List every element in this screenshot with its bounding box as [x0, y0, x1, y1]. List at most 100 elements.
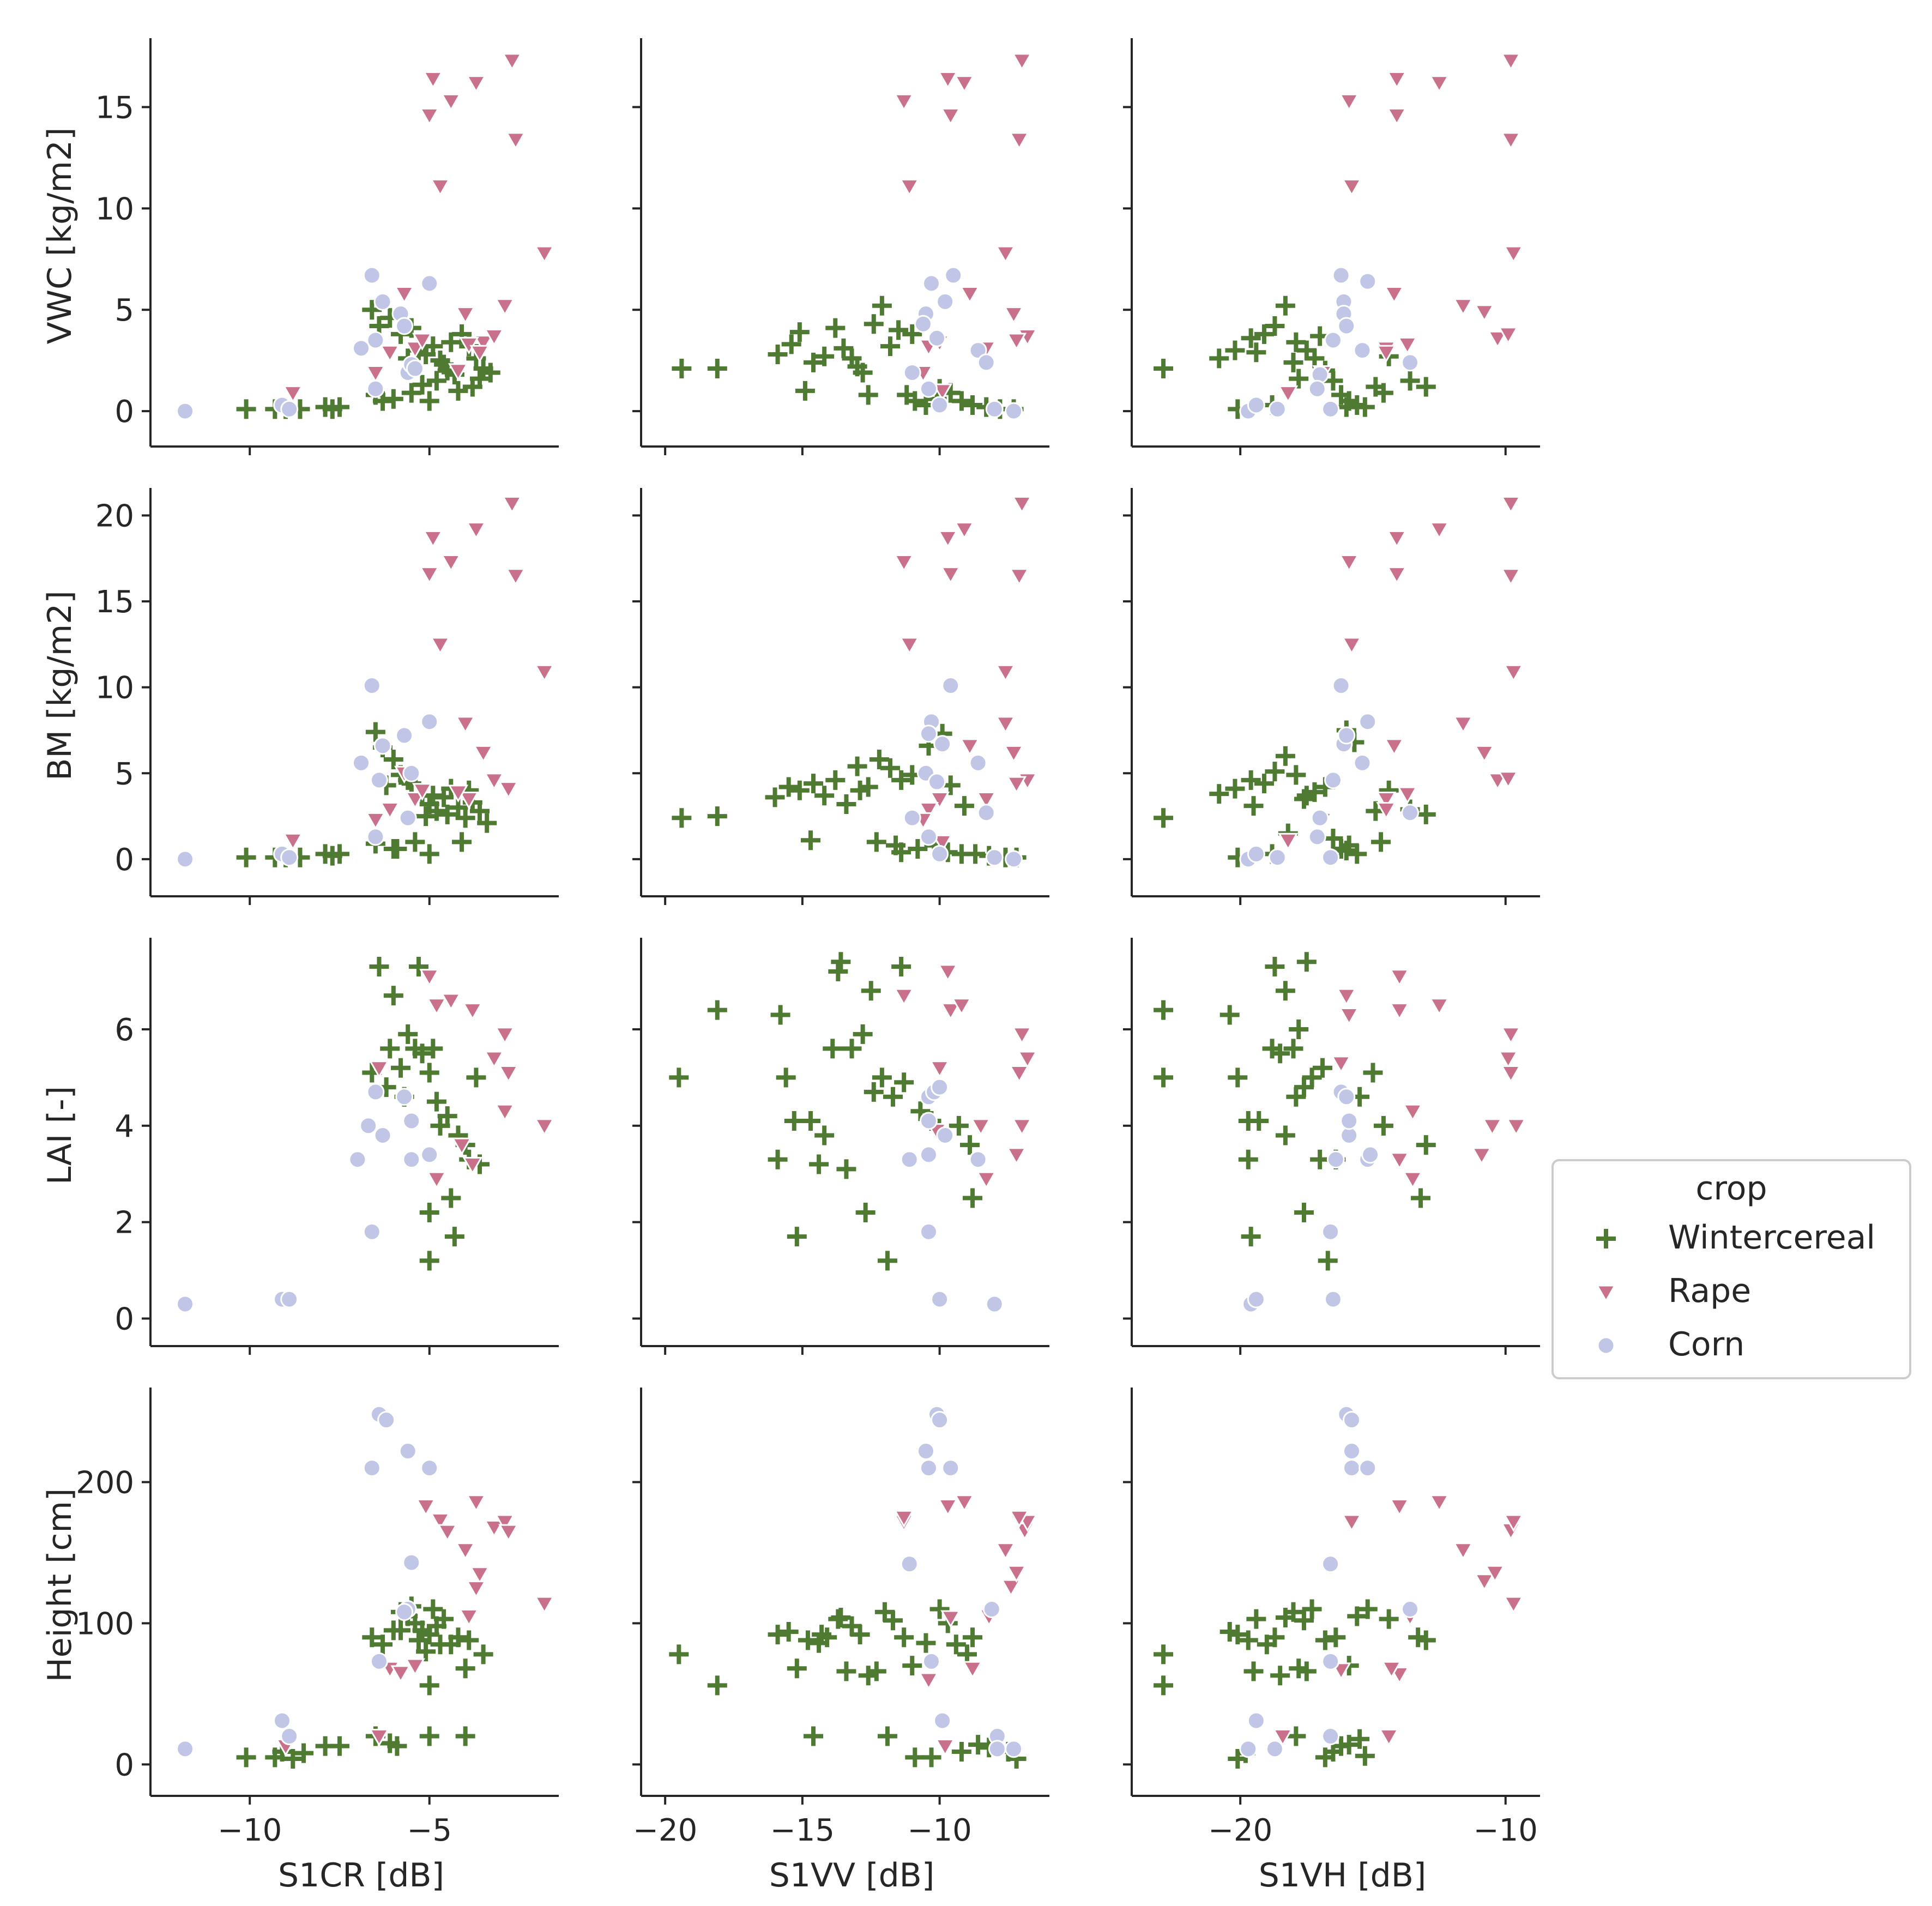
point-corn [931, 1078, 949, 1096]
point-corn [176, 1295, 195, 1313]
point-corn [928, 773, 946, 791]
point-rape [498, 1524, 519, 1542]
point-wintercereal [470, 801, 490, 821]
y-tick-label: 100 [76, 1606, 134, 1642]
point-wintercereal [968, 1735, 988, 1755]
point-corn [176, 402, 195, 420]
point-corn [402, 1150, 421, 1169]
point-rape [893, 93, 914, 112]
point-wintercereal [954, 796, 974, 816]
point-rape [534, 664, 555, 683]
legend: crop Wintercereal Rape Corn [1551, 1159, 1911, 1379]
point-rape [412, 333, 433, 351]
x-tick-label: −20 [1208, 1813, 1272, 1848]
point-wintercereal [921, 1747, 941, 1768]
point-corn [988, 1740, 1006, 1758]
point-rape [415, 1499, 436, 1517]
point-wintercereal [1246, 342, 1266, 363]
point-corn [363, 677, 381, 695]
point-rape [1503, 1514, 1524, 1533]
point-rape [484, 329, 504, 347]
point-wintercereal [669, 1644, 689, 1664]
point-rape [1009, 568, 1030, 586]
point-wintercereal [1265, 762, 1285, 782]
point-wintercereal [836, 1159, 856, 1179]
point-corn [1401, 353, 1420, 372]
point-rape [1339, 1007, 1360, 1026]
point-rape [469, 1566, 490, 1584]
point-wintercereal [1373, 1115, 1393, 1136]
point-rape [437, 1524, 458, 1542]
point-rape [419, 969, 440, 987]
point-corn [366, 379, 385, 398]
point-rape [1339, 554, 1360, 572]
y-axis-label: Height [cm] [41, 1488, 79, 1682]
point-rape [1498, 1051, 1519, 1069]
panel-r0-c1 [632, 38, 1049, 455]
point-rape [1006, 1147, 1027, 1165]
point-rape [1341, 637, 1362, 655]
point-wintercereal [391, 1058, 410, 1078]
point-corn [370, 1652, 388, 1670]
point-rape [494, 1103, 515, 1122]
point-rape [282, 833, 303, 851]
point-wintercereal [405, 832, 425, 852]
point-rape [390, 1665, 411, 1684]
point-wintercereal [1154, 1000, 1174, 1020]
point-rape [426, 998, 447, 1016]
point-rape [1376, 792, 1397, 810]
point-wintercereal [419, 1726, 439, 1746]
point-wintercereal [1302, 1067, 1322, 1088]
point-wintercereal [1265, 957, 1285, 977]
point-corn [399, 809, 417, 827]
point-wintercereal [814, 346, 835, 366]
point-corn [969, 1150, 987, 1169]
point-corn [1401, 804, 1420, 822]
point-wintercereal [842, 1039, 862, 1059]
point-wintercereal [789, 780, 810, 800]
point-wintercereal [448, 1627, 468, 1648]
point-wintercereal [408, 957, 428, 977]
point-rape [1339, 93, 1360, 112]
point-rape [422, 530, 443, 548]
point-rape [1500, 53, 1522, 71]
point-corn [363, 1459, 381, 1477]
point-wintercereal [387, 1736, 407, 1756]
point-corn [366, 828, 385, 846]
point-wintercereal [452, 832, 472, 852]
point-wintercereal [1275, 1125, 1295, 1145]
point-corn [359, 1117, 378, 1135]
point-wintercereal [707, 1000, 727, 1020]
point-wintercereal [322, 846, 342, 866]
point-wintercereal [1302, 1599, 1322, 1619]
point-corn [919, 1112, 938, 1130]
point-wintercereal [1286, 1726, 1306, 1746]
point-rape [502, 496, 522, 514]
point-rape [1487, 330, 1508, 349]
point-wintercereal [1228, 1067, 1248, 1088]
point-corn [919, 725, 938, 743]
point-wintercereal [1350, 1729, 1370, 1749]
point-rape [918, 1672, 939, 1691]
point-wintercereal [434, 1609, 454, 1629]
point-rape [422, 71, 443, 89]
point-wintercereal [1219, 1005, 1240, 1025]
point-corn [1321, 848, 1340, 867]
point-rape [1003, 306, 1024, 324]
panel-r3-c2: −20 −10 [1123, 1388, 1540, 1848]
point-wintercereal [1243, 1661, 1264, 1681]
point-corn [1005, 402, 1023, 420]
point-rape [1484, 1565, 1505, 1583]
point-wintercereal [787, 1227, 807, 1247]
point-wintercereal [866, 1661, 886, 1681]
point-rape [1272, 1729, 1293, 1747]
point-wintercereal [908, 839, 928, 859]
point-corn [395, 1088, 414, 1106]
point-wintercereal [1238, 1149, 1258, 1169]
x-tick-label: −15 [770, 1813, 835, 1848]
point-wintercereal [419, 844, 439, 864]
point-rape [1376, 345, 1397, 363]
point-rape [1506, 1118, 1526, 1136]
point-rape [1397, 786, 1418, 805]
point-wintercereal [836, 1661, 856, 1681]
